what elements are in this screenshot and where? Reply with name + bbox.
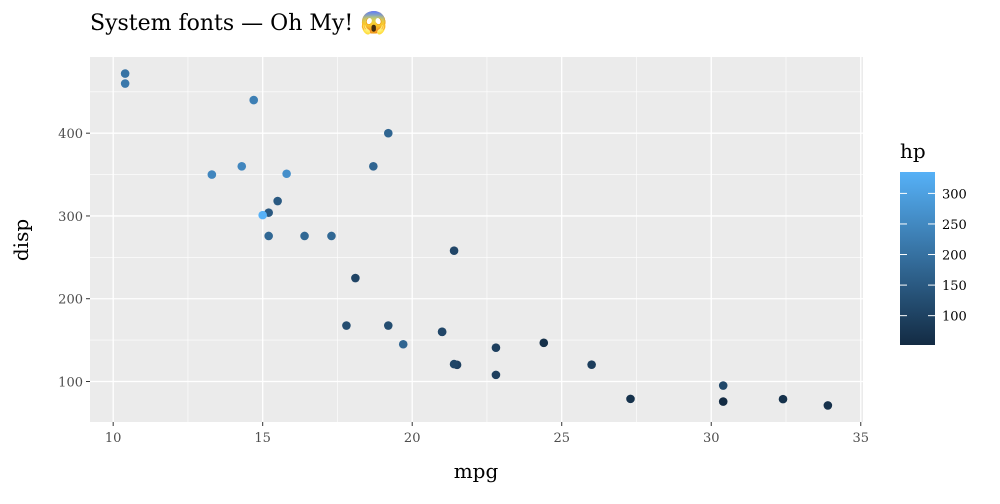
data-point	[351, 273, 360, 283]
data-point	[823, 401, 833, 410]
legend-ticks: 100 150 200 250 300	[900, 187, 967, 325]
legend-title: hp	[900, 139, 926, 163]
data-point	[437, 327, 447, 337]
data-point	[327, 231, 336, 241]
chart-title: System fonts — Oh My! 😱	[90, 10, 388, 36]
y-tick-label: 200	[58, 293, 83, 308]
data-point	[383, 321, 393, 330]
y-tick-label: 400	[58, 127, 83, 142]
legend-tick-label: 300	[942, 187, 967, 202]
data-point	[626, 394, 635, 404]
data-point	[778, 394, 788, 404]
data-point	[718, 381, 728, 390]
data-point	[120, 79, 130, 88]
data-point	[342, 321, 351, 330]
axes: 10 15 20 25 30 35 100 200 300 400	[58, 127, 869, 446]
data-point	[273, 196, 282, 206]
x-tick-label: 10	[105, 431, 122, 446]
data-point	[120, 69, 130, 78]
gridlines	[90, 57, 863, 422]
data-point	[491, 343, 501, 353]
data-point	[587, 360, 596, 369]
data-point	[300, 231, 309, 241]
legend-tick-label: 100	[942, 310, 967, 325]
y-tick-label: 300	[58, 210, 83, 225]
legend-tick-label: 200	[942, 249, 967, 264]
data-point	[282, 169, 291, 179]
y-tick-label: 100	[58, 375, 83, 390]
data-point	[383, 128, 393, 138]
legend-tick-label: 150	[942, 279, 967, 294]
x-axis-label: mpg	[454, 459, 499, 483]
data-point	[718, 397, 728, 406]
x-tick-label: 35	[852, 431, 869, 446]
data-point	[449, 359, 459, 369]
data-point	[491, 370, 501, 380]
x-tick-label: 20	[404, 431, 421, 446]
data-point	[539, 338, 549, 348]
data-point	[449, 246, 459, 256]
x-tick-label: 30	[703, 431, 720, 446]
y-axis-label: disp	[9, 219, 33, 261]
x-tick-label: 25	[553, 431, 570, 446]
data-point	[237, 161, 247, 171]
x-tick-label: 15	[254, 431, 271, 446]
legend-colorbar	[900, 172, 935, 345]
data-point	[264, 231, 273, 241]
plot-panel	[90, 57, 863, 422]
data-point	[207, 170, 217, 179]
data-point	[249, 95, 259, 105]
data-point	[369, 161, 378, 171]
data-point	[398, 339, 408, 349]
data-point	[258, 210, 267, 220]
legend-tick-label: 250	[942, 218, 967, 233]
data-points	[120, 69, 833, 410]
